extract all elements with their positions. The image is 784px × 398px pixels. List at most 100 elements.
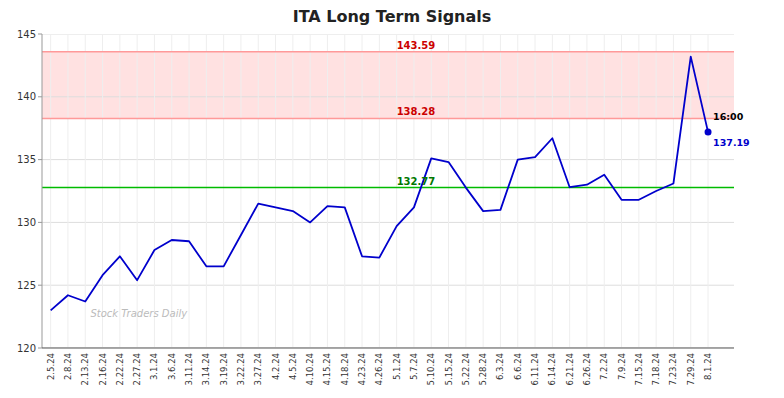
- reference-line: [42, 187, 734, 189]
- x-tick-label: 3.11.24: [184, 353, 194, 385]
- grid-line-x: [690, 34, 691, 348]
- grid-line-x: [396, 34, 397, 348]
- grid-line-x: [552, 34, 553, 348]
- x-tick-label: 8.1.24: [703, 353, 713, 380]
- x-tick-label: 3.6.24: [167, 353, 177, 380]
- y-tick: [38, 348, 42, 349]
- grid-line-x: [119, 34, 120, 348]
- grid-line-x: [362, 34, 363, 348]
- chart: ITA Long Term Signals1201251301351401452…: [0, 0, 784, 398]
- y-tick: [38, 159, 42, 160]
- y-tick-label: 145: [17, 29, 36, 40]
- x-tick-label: 6.21.24: [565, 353, 575, 385]
- x-tick-label: 5.22.24: [461, 353, 471, 385]
- x-tick-label: 6.6.24: [513, 353, 523, 380]
- x-tick-label: 2.5.24: [46, 353, 56, 380]
- x-tick-label: 6.11.24: [530, 353, 540, 385]
- y-tick-label: 120: [17, 343, 36, 354]
- x-tick-label: 2.13.24: [80, 353, 90, 385]
- x-tick-label: 6.26.24: [582, 353, 592, 385]
- grid-line-x: [240, 34, 241, 348]
- x-tick-label: 3.27.24: [253, 353, 263, 385]
- grid-line-x: [621, 34, 622, 348]
- grid-line-x: [292, 34, 293, 348]
- grid-line-x: [327, 34, 328, 348]
- x-tick-label: 6.3.24: [495, 353, 505, 380]
- grid-line-x: [535, 34, 536, 348]
- grid-line-x: [413, 34, 414, 348]
- grid-line-x: [171, 34, 172, 348]
- x-tick-label: 4.26.24: [374, 353, 384, 385]
- grid-line-x: [431, 34, 432, 348]
- x-tick-label: 3.14.24: [201, 353, 211, 385]
- grid-line-x: [258, 34, 259, 348]
- x-tick-label: 2.16.24: [98, 353, 108, 385]
- x-tick-label: 4.10.24: [305, 353, 315, 385]
- x-tick-label: 7.23.24: [668, 353, 678, 385]
- grid-line-x: [517, 34, 518, 348]
- x-tick-label: 3.1.24: [149, 353, 159, 380]
- grid-line-x: [137, 34, 138, 348]
- reference-label: 132.77: [397, 176, 436, 187]
- price-line: [51, 57, 708, 311]
- band: [42, 52, 734, 119]
- y-tick-label: 140: [17, 91, 36, 102]
- x-tick-label: 7.9.24: [617, 353, 627, 380]
- last-time-label: 16:00: [713, 111, 744, 122]
- x-tick-label: 4.5.24: [288, 353, 298, 380]
- grid-line-x: [154, 34, 155, 348]
- plot-area: [42, 34, 734, 348]
- y-tick: [38, 222, 42, 223]
- y-tick-label: 125: [17, 280, 36, 291]
- grid-line-x: [673, 34, 674, 348]
- x-tick-label: 2.27.24: [132, 353, 142, 385]
- x-axis: [42, 348, 734, 349]
- reference-line: [42, 118, 734, 120]
- x-tick-label: 4.2.24: [271, 353, 281, 380]
- x-tick-label: 2.22.24: [115, 353, 125, 385]
- grid-line-y: [42, 222, 734, 223]
- grid-line-x: [708, 34, 709, 348]
- x-tick-label: 4.23.24: [357, 353, 367, 385]
- reference-label: 138.28: [397, 106, 436, 117]
- grid-line-x: [67, 34, 68, 348]
- grid-line-x: [569, 34, 570, 348]
- grid-line-y: [42, 348, 734, 349]
- last-value-label: 137.19: [713, 137, 750, 148]
- grid-line-x: [275, 34, 276, 348]
- grid-line-x: [500, 34, 501, 348]
- grid-line-x: [189, 34, 190, 348]
- x-tick-label: 7.29.24: [686, 353, 696, 385]
- x-tick-label: 7.15.24: [634, 353, 644, 385]
- x-tick-label: 7.18.24: [651, 353, 661, 385]
- grid-line-x: [483, 34, 484, 348]
- y-tick: [38, 34, 42, 35]
- x-tick-label: 6.14.24: [547, 353, 557, 385]
- x-tick-label: 2.8.24: [63, 353, 73, 380]
- grid-line-x: [379, 34, 380, 348]
- grid-line-x: [50, 34, 51, 348]
- x-tick-label: 4.15.24: [322, 353, 332, 385]
- grid-line-x: [604, 34, 605, 348]
- grid-line-y: [42, 96, 734, 97]
- x-tick-label: 5.15.24: [444, 353, 454, 385]
- grid-line-x: [448, 34, 449, 348]
- y-tick: [38, 285, 42, 286]
- grid-line-y: [42, 34, 734, 35]
- x-tick-label: 7.2.24: [599, 353, 609, 380]
- grid-line-x: [344, 34, 345, 348]
- grid-line-x: [206, 34, 207, 348]
- grid-line-y: [42, 285, 734, 286]
- watermark: Stock Traders Daily: [90, 308, 188, 319]
- x-tick-label: 3.19.24: [219, 353, 229, 385]
- y-axis: [42, 34, 43, 348]
- grid-line-x: [102, 34, 103, 348]
- x-tick-label: 5.28.24: [478, 353, 488, 385]
- x-tick-label: 5.10.24: [426, 353, 436, 385]
- y-tick-label: 135: [17, 154, 36, 165]
- last-point: [705, 129, 712, 136]
- grid-line-x: [638, 34, 639, 348]
- grid-line-y: [42, 159, 734, 160]
- reference-line: [42, 51, 734, 53]
- reference-label: 143.59: [397, 40, 436, 51]
